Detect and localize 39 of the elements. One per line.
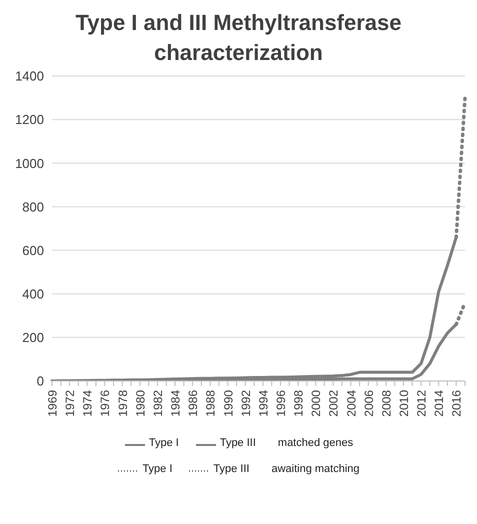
y-tick-label: 1000 xyxy=(15,156,44,171)
x-tick-label: 1986 xyxy=(186,390,200,417)
x-tick-label: 2016 xyxy=(450,390,464,417)
x-tick-label: 1974 xyxy=(80,390,95,417)
x-tick-label: 1972 xyxy=(63,390,78,417)
x-tick-label: 2000 xyxy=(309,390,324,417)
y-tick-label: 1200 xyxy=(15,112,44,128)
x-tick-label: 2012 xyxy=(414,390,429,417)
x-tick-label: 2006 xyxy=(362,390,376,417)
x-tick-label: 1976 xyxy=(98,390,112,417)
x-tick-label: 1982 xyxy=(150,390,165,417)
y-tick-label: 400 xyxy=(22,286,44,302)
legend-label: Type I xyxy=(142,463,172,475)
x-tick-label: 2004 xyxy=(344,390,358,417)
chart-title: Type I and III Methyltransferase characterization xyxy=(74,9,403,67)
y-tick-label: 800 xyxy=(22,199,44,214)
x-tick-label: 2014 xyxy=(432,390,446,417)
text: awaiting matching xyxy=(271,463,360,475)
x-tick-label: 1980 xyxy=(133,390,148,417)
x-tick-label: 1998 xyxy=(292,390,306,417)
y-tick-label: 1400 xyxy=(15,68,44,84)
x-tick-label: 1978 xyxy=(116,390,130,417)
y-tick-label: 0 xyxy=(36,374,44,389)
legend-label: Type III xyxy=(220,437,256,449)
x-tick-label: 1994 xyxy=(256,390,270,417)
legend-label: Type I xyxy=(148,437,179,449)
text: matched genes xyxy=(278,437,354,449)
x-tick-label: 2008 xyxy=(379,390,394,417)
y-tick-label: 200 xyxy=(22,330,44,346)
legend-label: Type III xyxy=(213,463,250,475)
x-tick-label: 1984 xyxy=(168,390,183,417)
x-tick-label: 1996 xyxy=(274,390,288,417)
y-tick-label: 600 xyxy=(22,242,44,258)
x-tick-label: 1988 xyxy=(204,390,218,417)
x-tick-label: 1969 xyxy=(46,390,60,417)
x-tick-label: 1992 xyxy=(238,390,253,417)
x-tick-label: 2002 xyxy=(326,390,341,417)
x-tick-label: 2010 xyxy=(397,390,412,417)
x-tick-label: 1990 xyxy=(221,390,236,417)
